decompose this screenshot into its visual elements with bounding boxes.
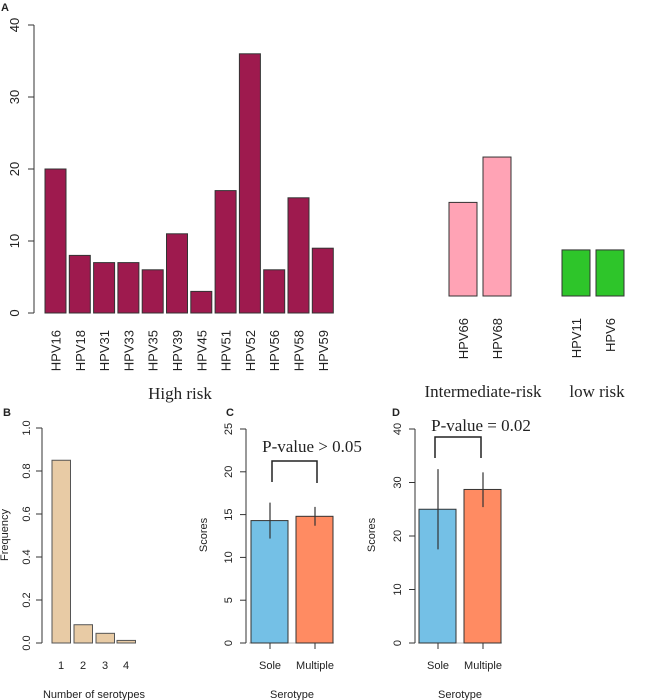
x-axis-label: Number of serotypes xyxy=(43,689,146,700)
bar-HPV56 xyxy=(263,269,286,314)
x-axis-label: Serotype xyxy=(270,689,314,700)
bar-group-1 xyxy=(448,156,512,297)
y-tick-label: 0 xyxy=(392,640,404,646)
y-tick-label: 20 xyxy=(223,466,235,478)
bar-HPV35 xyxy=(141,269,164,314)
y-tick-label: 0.6 xyxy=(21,506,33,521)
x-tick-label: HPV51 xyxy=(219,330,234,371)
y-tick-label: 1.0 xyxy=(21,420,33,435)
x-tick-label: HPV33 xyxy=(121,330,136,371)
p-value-annotation: P-value > 0.05 xyxy=(262,437,362,456)
y-tick-label: 0.2 xyxy=(21,592,33,607)
group-label: Intermediate-risk xyxy=(424,382,542,401)
x-tick-label: HPV6 xyxy=(603,318,618,352)
bar-HPV39 xyxy=(166,233,188,314)
bar-HPV59 xyxy=(311,247,334,314)
bar-HPV31 xyxy=(93,262,116,314)
bar-HPV51 xyxy=(214,190,237,314)
y-tick-label: 40 xyxy=(7,18,22,32)
x-tick-label: HPV66 xyxy=(456,318,471,359)
y-tick-label: 10 xyxy=(223,551,235,563)
x-tick-label: HPV68 xyxy=(490,318,505,359)
y-tick-label: 20 xyxy=(392,530,404,542)
y-tick-label: 5 xyxy=(223,597,235,603)
bar-HPV52 xyxy=(238,53,261,314)
bar-HPV66 xyxy=(448,201,478,297)
significance-bracket xyxy=(271,460,318,483)
y-tick-label: 30 xyxy=(7,90,22,104)
bar-Sole xyxy=(250,520,289,644)
x-tick-label: HPV35 xyxy=(146,330,161,371)
y-tick-label: 30 xyxy=(392,476,404,488)
bar-4 xyxy=(116,639,136,644)
y-tick-label: 10 xyxy=(7,234,22,248)
x-tick-label: Sole xyxy=(259,660,281,672)
bar-2 xyxy=(73,624,93,644)
x-tick-label: 3 xyxy=(102,660,108,672)
bar-1 xyxy=(51,459,71,644)
x-tick-label: HPV59 xyxy=(316,330,331,371)
y-tick-label: 0.4 xyxy=(21,549,33,564)
group-label: High risk xyxy=(148,384,212,403)
y-axis-label: Scores xyxy=(198,517,210,552)
bar-Multiple xyxy=(295,515,334,644)
x-tick-label: 1 xyxy=(58,660,64,672)
x-tick-label: Sole xyxy=(427,660,449,672)
bar-group-0 xyxy=(44,53,334,314)
y-axis-label: Scores xyxy=(366,517,378,552)
panel-label-C: C xyxy=(226,407,234,419)
y-tick-label: 25 xyxy=(223,423,235,435)
x-tick-label: 4 xyxy=(123,660,129,672)
y-tick-label: 0.8 xyxy=(21,463,33,478)
x-tick-label: Multiple xyxy=(464,660,502,672)
bar-group-2 xyxy=(561,249,625,297)
bar-HPV68 xyxy=(482,156,512,297)
x-tick-label: Multiple xyxy=(296,660,334,672)
y-axis-C xyxy=(240,428,247,644)
x-tick-label: HPV16 xyxy=(49,330,64,371)
y-tick-label: 0 xyxy=(223,640,235,646)
group-label: low risk xyxy=(569,382,625,401)
y-tick-label: 40 xyxy=(392,423,404,435)
x-tick-label: 2 xyxy=(80,660,86,672)
x-tick-label: HPV39 xyxy=(170,330,185,371)
x-tick-label: HPV31 xyxy=(97,330,112,371)
bar-Multiple xyxy=(463,488,502,644)
y-axis-label: Frequency xyxy=(0,509,11,561)
y-axis-A xyxy=(28,24,35,314)
bar-HPV16 xyxy=(44,168,67,314)
x-tick-label: HPV56 xyxy=(267,330,282,371)
y-axis-B xyxy=(36,427,43,644)
y-tick-label: 20 xyxy=(7,162,22,176)
p-value-annotation: P-value = 0.02 xyxy=(431,416,531,435)
bar-HPV6 xyxy=(595,249,625,297)
y-tick-label: 15 xyxy=(223,508,235,520)
bar-HPV33 xyxy=(117,262,140,314)
x-tick-label: HPV18 xyxy=(73,330,88,371)
y-axis-D xyxy=(409,428,416,644)
x-axis-label: Serotype xyxy=(438,689,482,700)
bar-HPV58 xyxy=(287,197,310,314)
panel-label-B: B xyxy=(3,407,11,419)
y-tick-label: 0.0 xyxy=(21,635,33,650)
panel-label-A: A xyxy=(1,2,9,14)
panel-label-D: D xyxy=(392,407,400,419)
y-tick-label: 10 xyxy=(392,583,404,595)
bar-3 xyxy=(95,632,115,644)
bar-HPV18 xyxy=(68,254,91,314)
x-tick-label: HPV58 xyxy=(292,330,307,371)
x-tick-label: HPV52 xyxy=(243,330,258,371)
bar-HPV11 xyxy=(561,249,591,297)
bar-HPV45 xyxy=(190,290,213,314)
x-tick-label: HPV11 xyxy=(569,318,584,358)
significance-bracket xyxy=(434,436,482,458)
y-tick-label: 0 xyxy=(7,309,22,316)
x-tick-label: HPV45 xyxy=(194,330,209,371)
